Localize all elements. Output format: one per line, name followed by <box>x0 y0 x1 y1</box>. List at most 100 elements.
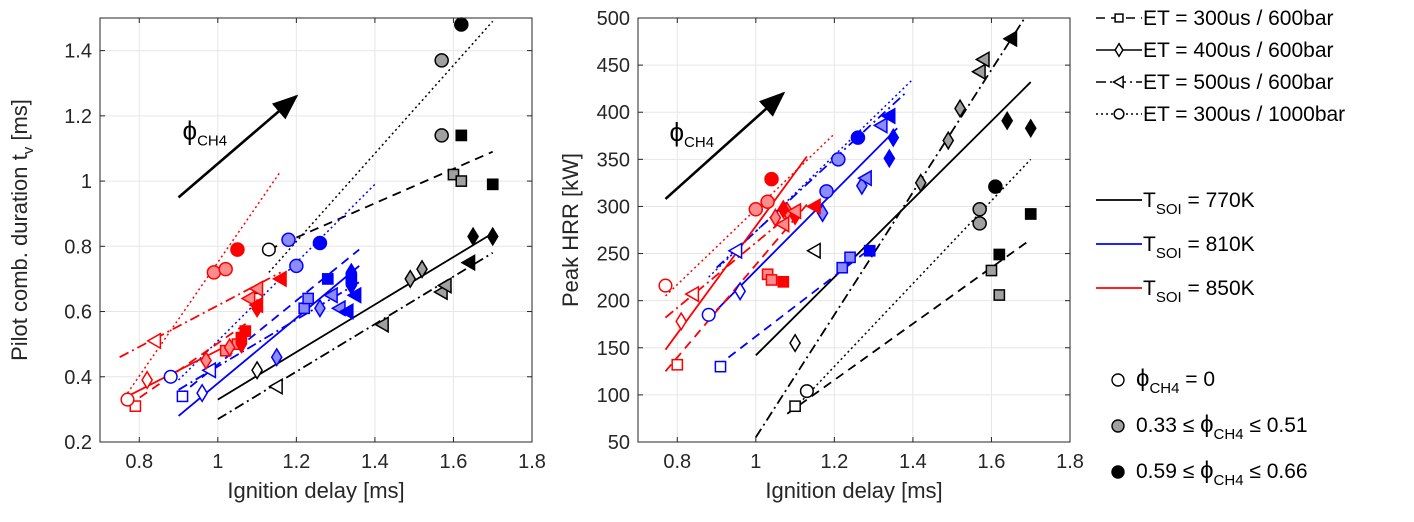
xtick-label: 1 <box>750 451 761 473</box>
data-point-circle <box>163 369 178 384</box>
ytick-label: 50 <box>608 432 630 454</box>
data-point-triangle-left <box>460 254 476 272</box>
legend-phi-marker <box>1111 373 1125 387</box>
right-chart-peak-hrr: 0.8 1 1.2 1.4 1.6 1.8 50 100 150 200 250 300 350 400 4… <box>558 8 1084 503</box>
legend-et-400us-600bar: ET = 400us / 600bar <box>1096 39 1334 62</box>
xtick-label: 1.2 <box>282 451 310 473</box>
data-point-triangle-left <box>322 286 338 304</box>
data-point-square <box>298 302 311 315</box>
legend-et-label: ET = 300us / 1000bar <box>1143 103 1345 126</box>
data-point-circle <box>988 179 1003 194</box>
ytick-label: 350 <box>597 149 630 171</box>
data-point-triangle-left <box>857 169 872 187</box>
ytick-label: 400 <box>597 102 630 124</box>
data-point-triangle-left <box>201 361 217 379</box>
data-point-diamond <box>467 226 480 247</box>
fit-line-810K-300us-1000bar <box>178 183 376 381</box>
data-point-triangle-left <box>1002 30 1018 48</box>
data-point-diamond <box>789 333 802 353</box>
data-point-triangle-left <box>970 63 986 81</box>
data-point-diamond <box>314 298 326 318</box>
fit-line-770K-300us-1000bar <box>268 20 494 273</box>
data-point-triangle-left <box>880 107 896 125</box>
fit-line-770K-300us-600bar <box>786 238 1032 415</box>
y-axis-label: Peak HRR [kW] <box>558 153 583 307</box>
data-point-diamond <box>200 350 212 371</box>
xtick-label: 1.4 <box>361 451 389 473</box>
data-point-circle <box>760 194 775 209</box>
fit-line-770K-300us-1000bar <box>802 158 1032 401</box>
ytick-label: 250 <box>597 244 630 266</box>
ytick-label: 500 <box>597 8 630 30</box>
axes-frame <box>99 17 533 443</box>
phi-annotation: ϕCH4 <box>669 117 714 151</box>
xtick-label: 0.8 <box>125 451 153 473</box>
data-point-circle <box>850 130 866 145</box>
data-point-triangle-left <box>346 286 362 304</box>
data-point-circle <box>819 184 834 199</box>
ytick-label: 0.2 <box>64 432 92 454</box>
data-point-circle <box>312 235 328 251</box>
data-point-square <box>777 275 790 288</box>
data-point-diamond <box>777 199 790 219</box>
data-point-triangle-left <box>248 296 264 314</box>
data-point-diamond <box>734 281 747 301</box>
axes-frame <box>637 17 1071 443</box>
data-point-square <box>1024 208 1037 220</box>
data-point-diamond <box>1001 110 1014 131</box>
data-point-triangle-left <box>974 50 990 68</box>
fit-line-770K-300us-600bar <box>268 150 494 251</box>
legend-phi-marker <box>1111 419 1125 433</box>
data-point-triangle-left <box>240 289 256 307</box>
data-point-triangle-left <box>684 285 700 303</box>
data-point-square <box>455 129 468 142</box>
ytick-label: 450 <box>597 55 630 77</box>
data-point-square <box>993 289 1006 301</box>
ytick-label: 150 <box>597 338 630 360</box>
data-point-diamond <box>675 311 688 332</box>
legend-temp-770K: TSOI = 770K <box>1096 189 1255 218</box>
legend-marker-circle <box>1113 108 1125 120</box>
data-point-triangle-left <box>271 270 287 288</box>
fit-line-770K-400us-600bar <box>217 232 494 401</box>
data-point-circle <box>972 202 987 217</box>
ytick-label: 1.4 <box>64 41 92 63</box>
data-point-square <box>447 168 460 181</box>
data-point-square <box>836 261 849 274</box>
data-point-diamond <box>270 347 283 367</box>
data-point-triangle-left <box>872 116 888 134</box>
data-point-circle <box>764 171 779 187</box>
data-point-square <box>455 175 468 187</box>
legend-marker-triangle-left <box>1111 75 1124 89</box>
data-point-square <box>321 273 334 285</box>
ytick-label: 200 <box>597 291 630 313</box>
data-point-triangle-left <box>806 242 821 260</box>
legend-temp-850K: TSOI = 850K <box>1096 277 1255 306</box>
fit-line-810K-400us-600bar <box>715 127 898 311</box>
data-point-diamond <box>196 383 209 403</box>
data-point-square <box>486 178 499 191</box>
fit-line-850K-300us-1000bar <box>664 133 835 297</box>
legend-phi-1: 0.33 ≤ ϕCH4 ≤ 0.51 <box>1111 411 1308 443</box>
legend-phi-0: ϕCH4 = 0 <box>1111 365 1215 397</box>
data-point-triangle-left <box>338 303 354 321</box>
legend-phi-2: 0.59 ≤ ϕCH4 ≤ 0.66 <box>1111 457 1308 489</box>
data-point-triangle-left <box>786 202 802 220</box>
legend-temp-label: TSOI = 770K <box>1143 189 1255 218</box>
legend-et-label: ET = 400us / 600bar <box>1143 39 1334 62</box>
phi-annotation: ϕCH4 <box>183 115 228 149</box>
data-point-diamond <box>942 130 955 151</box>
data-point-circle <box>799 384 814 399</box>
data-point-triangle-left <box>268 378 283 396</box>
fit-line-850K-300us-600bar <box>126 320 250 407</box>
plot-area <box>638 18 1070 442</box>
legend-et-300us-600bar: ET = 300us / 600bar <box>1096 7 1334 30</box>
data-point-diamond <box>141 370 154 390</box>
data-point-diamond <box>404 269 417 289</box>
data-point-diamond <box>223 337 236 358</box>
legend-marker-diamond <box>1114 42 1124 58</box>
data-point-diamond <box>954 98 966 119</box>
data-point-square <box>302 292 314 305</box>
data-point-circle <box>206 265 222 280</box>
ytick-label: 100 <box>597 385 630 407</box>
